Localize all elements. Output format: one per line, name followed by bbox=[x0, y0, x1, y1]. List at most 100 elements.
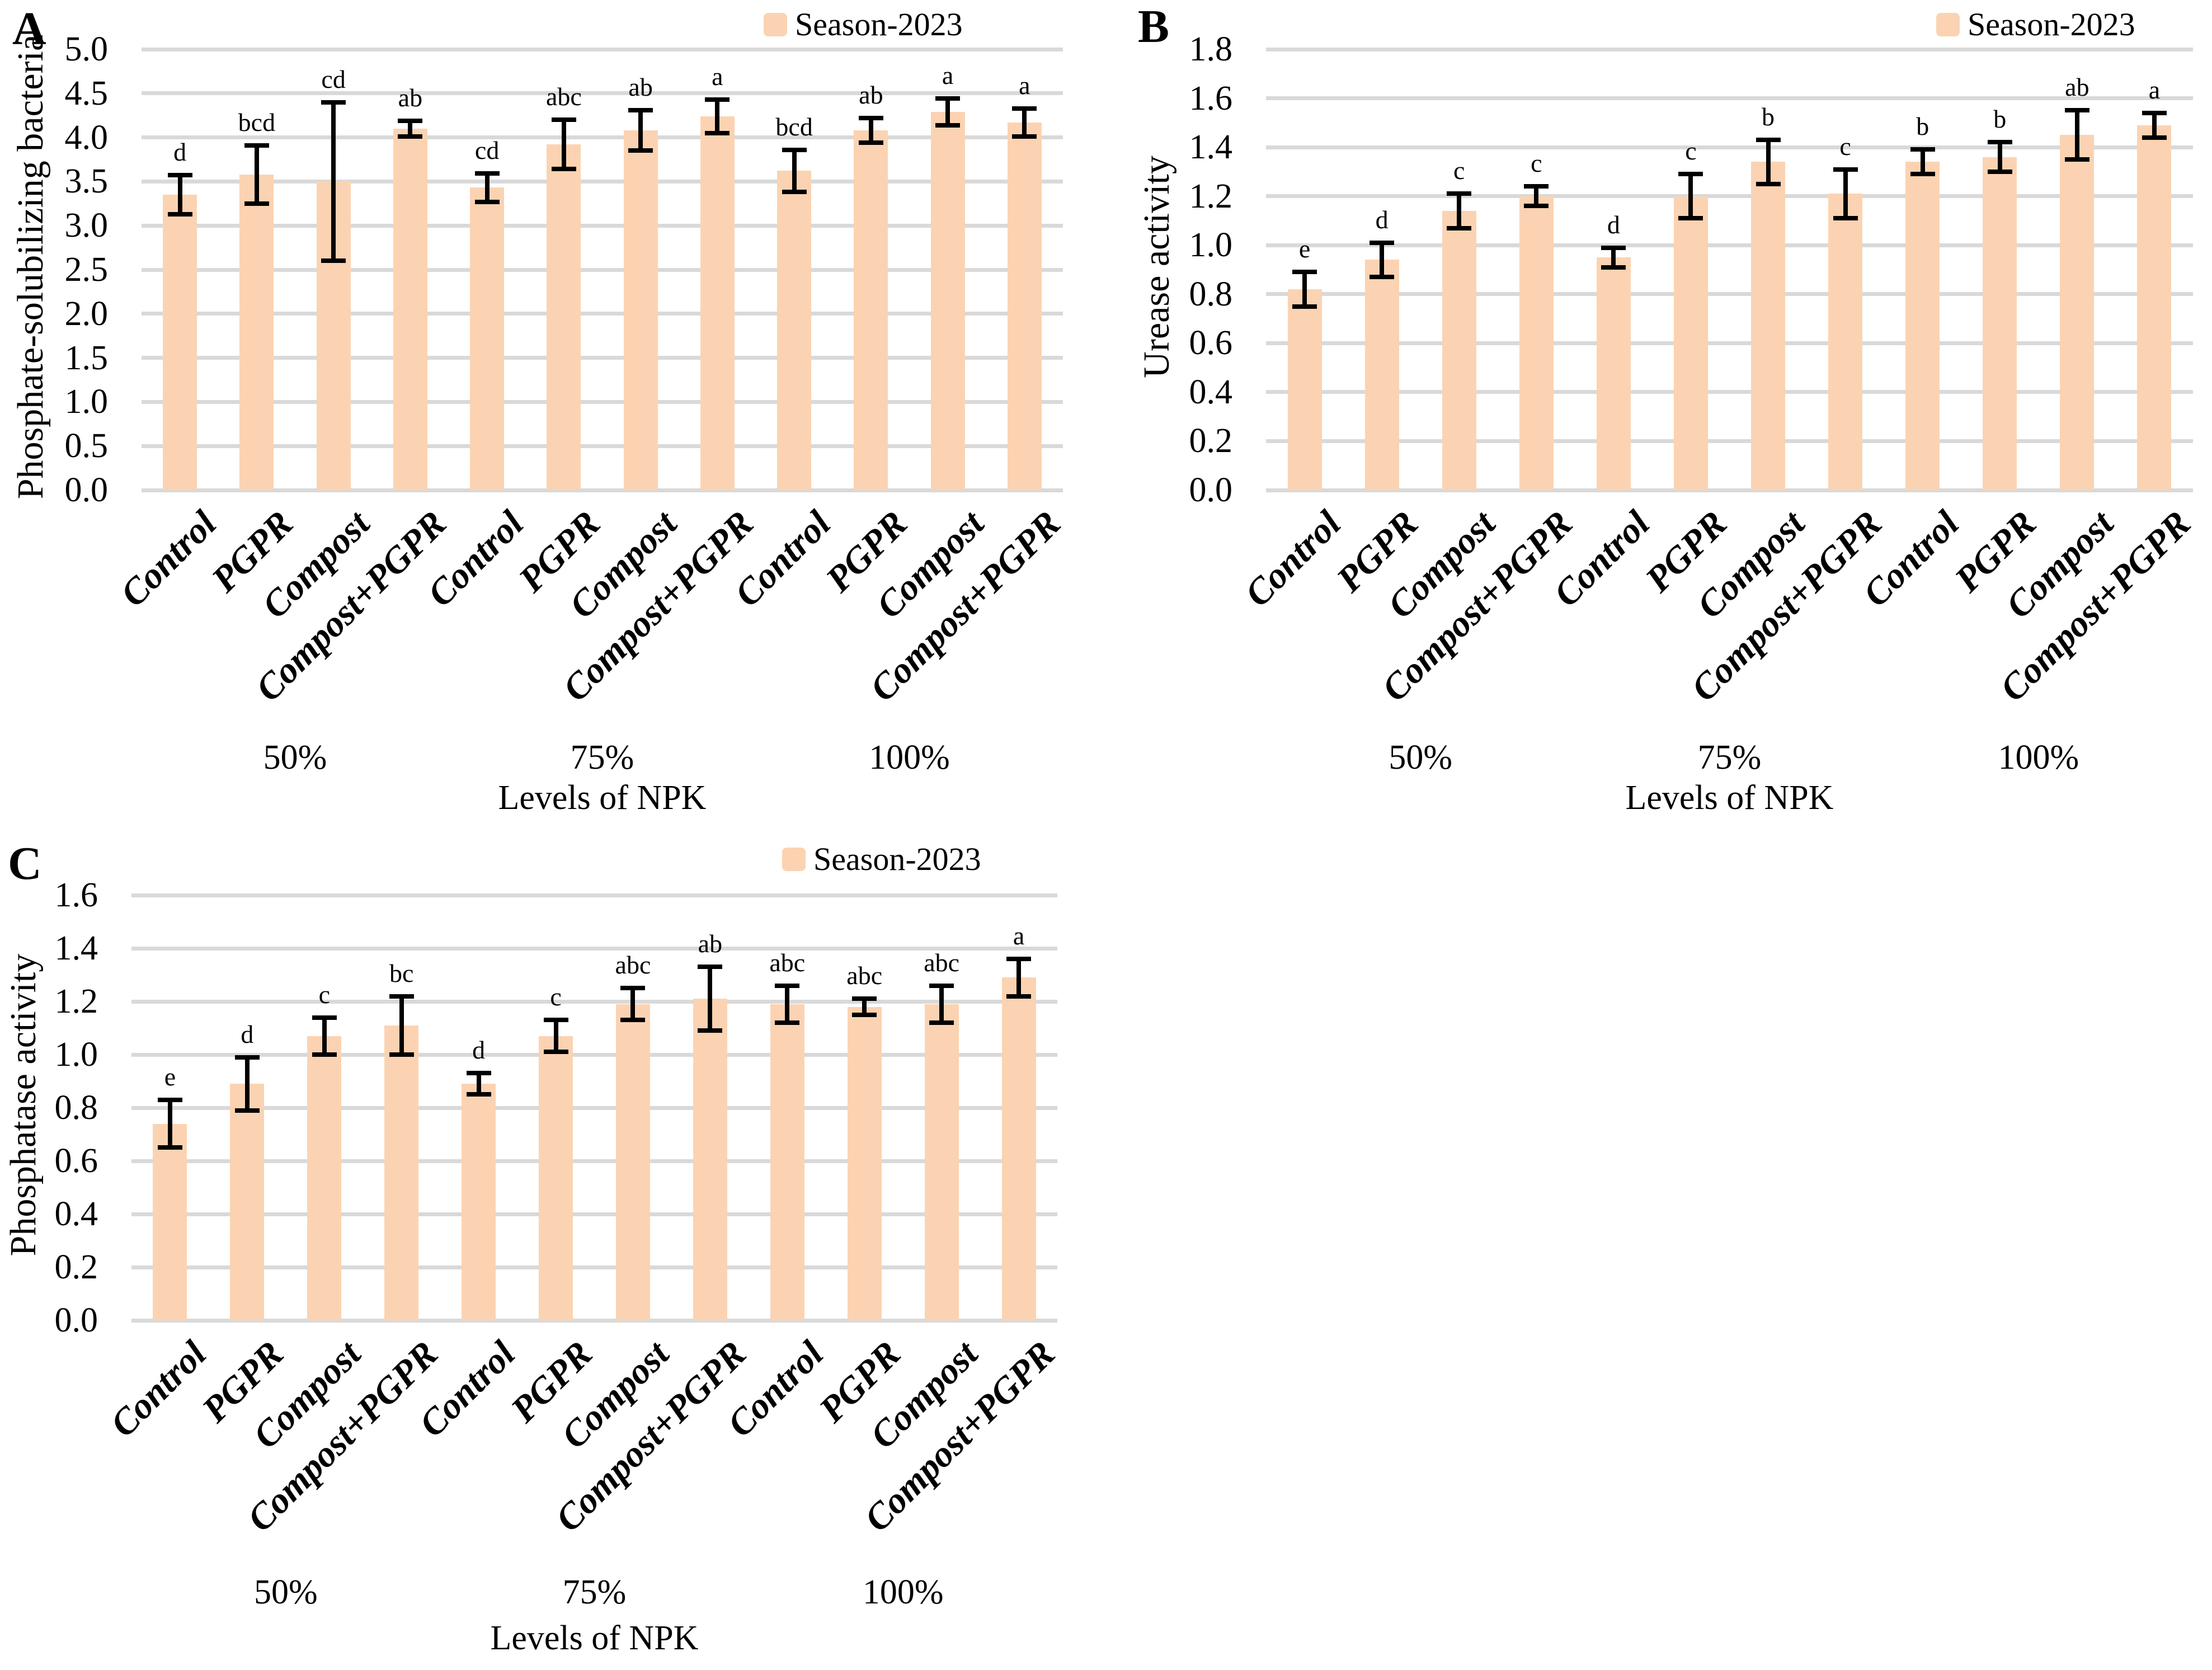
x-category-label: Compost bbox=[1380, 503, 1503, 627]
error-bar-line bbox=[715, 99, 720, 133]
gridline bbox=[1266, 390, 2193, 394]
panel-letter: C bbox=[8, 838, 42, 890]
gridline bbox=[142, 179, 1063, 184]
x-category-label: Control bbox=[719, 1333, 832, 1445]
bar bbox=[930, 111, 965, 490]
x-category-label: Compost bbox=[1689, 503, 1813, 627]
y-tick-label: 0.4 bbox=[54, 1195, 98, 1233]
error-bar-line bbox=[244, 1057, 250, 1111]
bar bbox=[307, 1036, 342, 1320]
error-bar-line bbox=[167, 1099, 172, 1148]
bar bbox=[847, 1006, 882, 1320]
x-category-label: PGPR bbox=[811, 1333, 909, 1431]
x-category-label: PGPR bbox=[204, 503, 301, 600]
y-tick-label: 0.8 bbox=[54, 1089, 98, 1127]
error-bar-cap-top bbox=[858, 115, 883, 120]
y-tick-label: 2.0 bbox=[64, 294, 109, 333]
error-bar-cap-top bbox=[551, 117, 576, 123]
y-tick-label: 4.0 bbox=[64, 118, 109, 157]
error-bar-cap-bottom bbox=[474, 199, 500, 204]
error-bar-line bbox=[177, 175, 182, 214]
gridline bbox=[1266, 292, 2193, 297]
significance-letter: abc bbox=[615, 951, 651, 980]
x-category-label: Compost bbox=[868, 503, 992, 627]
npk-group-label: 50% bbox=[254, 1573, 318, 1611]
error-bar-cap-top bbox=[935, 96, 961, 101]
error-bar-cap-bottom bbox=[321, 258, 346, 264]
x-category-label: Compost+PGPR bbox=[856, 1333, 1063, 1540]
error-bar-line bbox=[1611, 247, 1616, 267]
x-category-label: Compost bbox=[1998, 503, 2121, 627]
gridline bbox=[131, 1212, 1057, 1216]
gridline bbox=[1266, 145, 2193, 149]
error-bar-line bbox=[2152, 112, 2157, 138]
significance-letter: bcd bbox=[238, 107, 276, 137]
error-bar-cap-top bbox=[1910, 147, 1935, 152]
error-bar-cap-top bbox=[1369, 240, 1395, 245]
gridline bbox=[142, 223, 1063, 228]
error-bar-line bbox=[561, 120, 566, 170]
bar bbox=[1001, 977, 1036, 1320]
error-bar-cap-bottom bbox=[1369, 275, 1395, 280]
bar bbox=[462, 1084, 496, 1320]
bar bbox=[1519, 196, 1554, 490]
gridline bbox=[142, 399, 1063, 404]
significance-letter: c bbox=[1531, 149, 1542, 178]
gridline bbox=[131, 946, 1057, 951]
error-bar-line bbox=[1997, 142, 2002, 172]
error-bar-cap-top bbox=[167, 173, 192, 178]
legend-label: Season-2023 bbox=[1968, 6, 2135, 43]
error-bar-cap-bottom bbox=[1833, 216, 1858, 221]
error-bar-cap-bottom bbox=[157, 1145, 182, 1150]
significance-letter: d bbox=[472, 1036, 486, 1065]
gridline bbox=[1266, 47, 2193, 51]
npk-group-label: 100% bbox=[869, 738, 950, 777]
error-bar-cap-bottom bbox=[1678, 216, 1703, 221]
error-bar-cap-top bbox=[628, 107, 653, 112]
bar bbox=[547, 144, 581, 490]
significance-letter: cd bbox=[474, 136, 500, 165]
error-bar-cap-bottom bbox=[543, 1050, 568, 1055]
bar bbox=[777, 171, 812, 490]
x-category-label: PGPR bbox=[1329, 503, 1426, 600]
bar bbox=[2137, 125, 2172, 490]
x-category-label: PGPR bbox=[1637, 503, 1735, 600]
error-bar-cap-top bbox=[466, 1071, 491, 1076]
gridline bbox=[131, 1159, 1057, 1163]
error-bar-cap-top bbox=[620, 986, 646, 991]
npk-group-label: 50% bbox=[1389, 738, 1452, 777]
x-category-label: Compost bbox=[561, 503, 685, 627]
legend-swatch-icon bbox=[764, 13, 787, 36]
x-category-label: Control bbox=[1855, 503, 1967, 615]
error-bar-line bbox=[322, 1017, 327, 1055]
legend: Season-2023 bbox=[782, 841, 981, 877]
gridline bbox=[142, 91, 1063, 96]
x-category-label: Control bbox=[411, 1333, 523, 1445]
significance-letter: a bbox=[1019, 70, 1030, 100]
error-bar-line bbox=[1302, 272, 1307, 307]
error-bar-line bbox=[868, 117, 873, 143]
x-category-label: PGPR bbox=[818, 503, 915, 600]
bar bbox=[1828, 194, 1863, 490]
error-bar-cap-top bbox=[398, 118, 423, 123]
error-bar-cap-bottom bbox=[1910, 172, 1935, 177]
gridline bbox=[142, 47, 1063, 51]
y-tick-label: 3.5 bbox=[64, 162, 109, 201]
significance-letter: c bbox=[318, 980, 330, 1009]
significance-letter: cd bbox=[321, 64, 346, 93]
significance-letter: abc bbox=[545, 82, 582, 111]
x-axis-title: Levels of NPK bbox=[490, 1619, 699, 1657]
bar bbox=[1364, 260, 1399, 490]
bar bbox=[700, 116, 735, 490]
error-bar-cap-bottom bbox=[2064, 157, 2089, 162]
error-bar-cap-top bbox=[389, 994, 414, 999]
error-bar-line bbox=[254, 145, 259, 204]
error-bar-cap-top bbox=[2142, 110, 2167, 115]
x-category-label: Control bbox=[419, 503, 531, 615]
y-axis-title: Phosphate-solubilizing bacteria bbox=[10, 34, 51, 500]
significance-letter: ab bbox=[859, 80, 883, 109]
bar bbox=[1751, 162, 1786, 490]
error-bar-line bbox=[945, 98, 950, 125]
error-bar-cap-top bbox=[698, 965, 723, 970]
